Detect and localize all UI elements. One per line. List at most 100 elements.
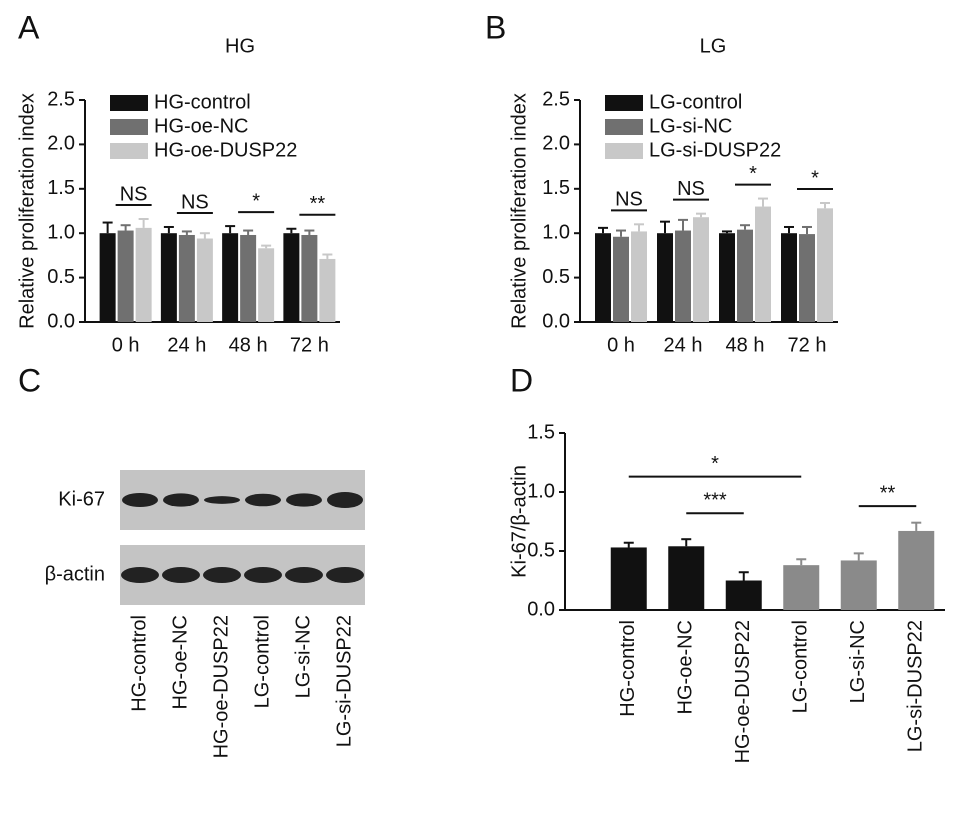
bar — [675, 230, 691, 322]
legend-swatch — [110, 143, 148, 159]
y-tick-label: 2.0 — [47, 133, 75, 155]
bar — [693, 217, 709, 322]
bar — [258, 248, 275, 322]
bar — [99, 233, 116, 322]
y-tick-label: 1.5 — [527, 421, 555, 443]
x-tick-label: 0 h — [607, 334, 635, 356]
lane-label: LG-si-DUSP22 — [333, 615, 355, 747]
x-tick-label: 72 h — [788, 334, 827, 356]
blot-strip — [120, 470, 365, 530]
bar — [783, 565, 820, 610]
y-tick-label: 1.5 — [542, 177, 570, 199]
blot-band — [121, 567, 159, 583]
legend-swatch — [110, 95, 148, 111]
blot-band — [245, 493, 281, 507]
significance-label: NS — [615, 189, 643, 211]
y-tick-label: 0.0 — [47, 310, 75, 332]
bar — [755, 206, 771, 322]
bar — [613, 236, 629, 322]
bar — [657, 233, 673, 322]
bar — [668, 546, 705, 610]
blot-band — [285, 567, 323, 583]
y-axis-label: Ki-67/β-actin — [508, 465, 530, 578]
bar — [737, 229, 753, 322]
y-tick-label: 0.5 — [542, 266, 570, 288]
legend-label: HG-oe-NC — [154, 115, 248, 137]
legend-label: LG-si-DUSP22 — [649, 139, 781, 161]
lane-label: HG-control — [128, 615, 150, 712]
bar — [898, 530, 935, 610]
panel-label: B — [485, 9, 506, 45]
bar — [595, 233, 611, 322]
legend-swatch — [605, 119, 643, 135]
y-tick-label: 2.0 — [542, 133, 570, 155]
y-tick-label: 2.5 — [47, 88, 75, 110]
panel-label: A — [18, 9, 40, 45]
y-tick-label: 0.5 — [47, 266, 75, 288]
blot-band — [203, 567, 241, 583]
significance-label: * — [749, 163, 757, 185]
x-tick-label: 24 h — [664, 334, 703, 356]
legend-label: LG-si-NC — [649, 115, 732, 137]
bar — [240, 234, 257, 322]
bar — [178, 234, 195, 322]
x-tick-label: LG-control — [790, 620, 812, 713]
bar — [799, 234, 815, 322]
y-tick-label: 1.0 — [47, 221, 75, 243]
x-tick-label: 48 h — [229, 334, 268, 356]
bar — [196, 238, 213, 322]
x-tick-label: 48 h — [726, 334, 765, 356]
y-tick-label: 0.0 — [527, 598, 555, 620]
legend-label: HG-oe-DUSP22 — [154, 139, 297, 161]
bar — [135, 227, 152, 322]
x-tick-label: LG-si-NC — [847, 620, 869, 703]
y-tick-label: 2.5 — [542, 88, 570, 110]
y-axis-label: Relative proliferation index — [16, 93, 38, 329]
blot-band — [163, 493, 199, 507]
y-tick-label: 1.0 — [542, 221, 570, 243]
x-tick-label: 24 h — [167, 334, 206, 356]
lane-label: LG-control — [251, 615, 273, 708]
bar — [817, 208, 833, 322]
bar — [725, 580, 762, 610]
blot-band — [122, 493, 158, 507]
significance-label: * — [811, 167, 819, 189]
blot-row-label: β-actin — [45, 563, 105, 585]
panel-label: D — [510, 362, 533, 398]
significance-label: NS — [120, 183, 148, 205]
bar — [117, 230, 134, 322]
blot-band — [244, 567, 282, 583]
legend-label: LG-control — [649, 91, 742, 113]
bar — [222, 233, 239, 322]
lane-label: HG-oe-NC — [169, 615, 191, 709]
legend-swatch — [605, 143, 643, 159]
y-tick-label: 0.5 — [527, 539, 555, 561]
lane-label: HG-oe-DUSP22 — [210, 615, 232, 758]
blot-row-label: Ki-67 — [58, 488, 105, 510]
x-tick-label: HG-oe-NC — [675, 620, 697, 714]
legend-swatch — [605, 95, 643, 111]
legend-label: HG-control — [154, 91, 251, 113]
bar — [719, 233, 735, 322]
significance-label: * — [711, 453, 719, 475]
chart-title: LG — [700, 35, 727, 57]
x-tick-label: HG-oe-DUSP22 — [732, 620, 754, 763]
blot-band — [327, 491, 363, 509]
blot-strip — [120, 545, 365, 605]
y-tick-label: 1.5 — [47, 177, 75, 199]
bar — [301, 234, 318, 322]
blot-band — [204, 496, 240, 504]
x-tick-label: LG-si-DUSP22 — [905, 620, 927, 752]
x-tick-label: HG-control — [617, 620, 639, 717]
bar — [781, 233, 797, 322]
significance-label: ** — [880, 482, 896, 504]
y-tick-label: 1.0 — [527, 480, 555, 502]
bar — [631, 231, 647, 322]
lane-label: LG-si-NC — [292, 615, 314, 698]
blot-band — [286, 493, 322, 507]
significance-label: ** — [310, 193, 326, 215]
significance-label: NS — [181, 191, 209, 213]
panel-label: C — [18, 362, 41, 398]
legend-swatch — [110, 119, 148, 135]
